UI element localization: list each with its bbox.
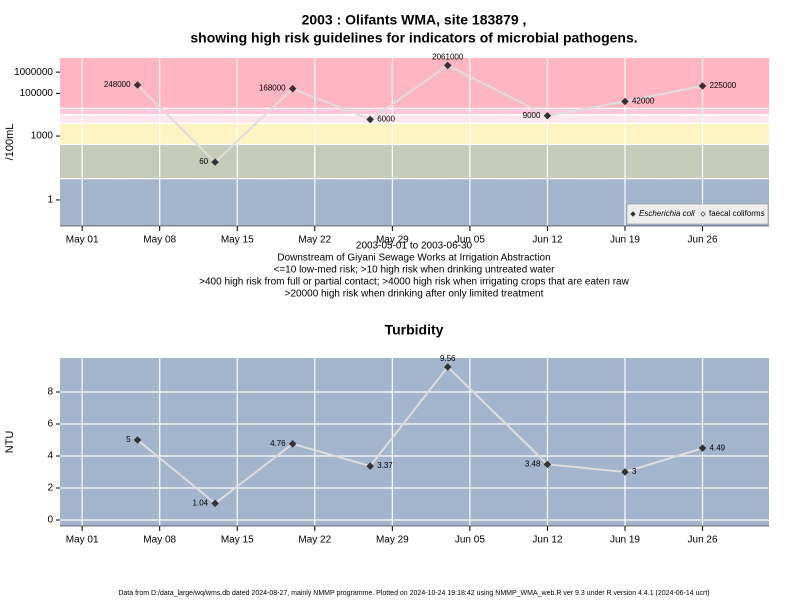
data-label: 5: [126, 435, 131, 444]
chart-title: Turbidity: [385, 322, 444, 338]
data-label: 4.76: [270, 439, 286, 448]
data-label: 9.56: [440, 354, 456, 363]
marker: [211, 499, 219, 508]
data-label: 60: [199, 157, 208, 166]
x-tick-label: May 29: [376, 535, 409, 546]
y-axis-label: NTU: [4, 431, 16, 454]
y-tick-label: 1000: [31, 131, 54, 142]
marker: [698, 444, 707, 452]
marker: [543, 111, 552, 120]
legend-label: Escherichia coli: [639, 209, 695, 218]
data-label: 1.04: [193, 498, 209, 507]
x-tick-label: Jun 12: [532, 535, 562, 546]
risk-band: [60, 58, 769, 109]
data-label: 248000: [104, 80, 131, 89]
x-tick-label: May 22: [298, 535, 331, 546]
marker: [133, 81, 142, 89]
plot-background: [60, 358, 769, 526]
marker: [621, 97, 629, 106]
x-tick-label: Jun 26: [688, 535, 718, 546]
legend-marker: [700, 211, 706, 217]
risk-band: [60, 114, 769, 124]
chart-subtitle: showing high risk guidelines for indicat…: [190, 30, 637, 46]
y-tick-label: 6: [47, 419, 53, 430]
footer: Data from D:/data_large/wq/wms.db dated …: [118, 590, 709, 597]
x-tick-label: Jun 05: [455, 235, 485, 246]
y-tick-label: 0: [47, 515, 53, 526]
risk-band: [60, 123, 769, 145]
marker: [698, 82, 707, 90]
marker: [211, 158, 219, 166]
note: 2003-05-01 to 2003-06-30: [356, 241, 473, 252]
y-tick-label: 4: [47, 451, 53, 462]
y-tick-label: 2: [47, 483, 53, 494]
series-line: [136, 365, 703, 505]
marker: [288, 440, 297, 448]
x-tick-label: May 29: [376, 235, 409, 246]
note: >20000 high risk when drinking after onl…: [285, 289, 544, 300]
marker: [366, 115, 374, 124]
x-tick-label: Jun 19: [610, 235, 640, 246]
marker: [621, 468, 629, 476]
data-label: 3.37: [377, 461, 393, 470]
data-label: 3.48: [525, 459, 541, 468]
series-line: [136, 64, 703, 164]
x-tick-label: Jun 05: [455, 535, 485, 546]
marker: [443, 61, 452, 70]
legend-label: faecal coliforms: [709, 209, 765, 218]
data-label: 2061000: [432, 53, 464, 62]
y-tick-label: 8: [47, 387, 53, 398]
legend-marker: [630, 211, 636, 217]
legend-box: [626, 203, 769, 225]
x-tick-label: May 01: [66, 535, 99, 546]
x-tick-label: May 08: [143, 235, 176, 246]
x-tick-label: Jun 19: [610, 535, 640, 546]
note: Downstream of Giyani Sewage Works at Irr…: [277, 253, 550, 264]
x-tick-label: May 01: [66, 235, 99, 246]
risk-band: [60, 108, 769, 115]
data-label: 225000: [710, 81, 737, 90]
data-label: 6000: [377, 115, 395, 124]
x-tick-label: Jun 12: [532, 235, 562, 246]
data-label: 168000: [259, 84, 286, 93]
marker: [133, 436, 142, 444]
data-label: 3: [632, 467, 637, 476]
marker: [366, 462, 374, 470]
x-tick-label: May 15: [221, 235, 254, 246]
marker: [443, 363, 452, 371]
note: >400 high risk from full or partial cont…: [199, 277, 629, 288]
x-tick-label: May 08: [143, 535, 176, 546]
data-label: 9000: [523, 111, 541, 120]
data-label: 42000: [632, 97, 655, 106]
risk-band: [60, 144, 769, 179]
marker: [288, 84, 297, 93]
chart-title: 2003 : Olifants WMA, site 183879 ,: [302, 12, 527, 28]
y-tick-label: 100000: [20, 88, 54, 99]
y-tick-label: 1000000: [14, 67, 53, 78]
y-tick-label: 1: [47, 195, 53, 206]
x-tick-label: May 15: [221, 535, 254, 546]
x-tick-label: Jun 26: [688, 235, 718, 246]
y-axis-label: /100mL: [4, 124, 16, 161]
note: <=10 low-med risk; >10 high risk when dr…: [274, 265, 556, 276]
data-label: 4.49: [710, 443, 726, 452]
marker: [543, 460, 552, 469]
x-tick-label: May 22: [298, 235, 331, 246]
